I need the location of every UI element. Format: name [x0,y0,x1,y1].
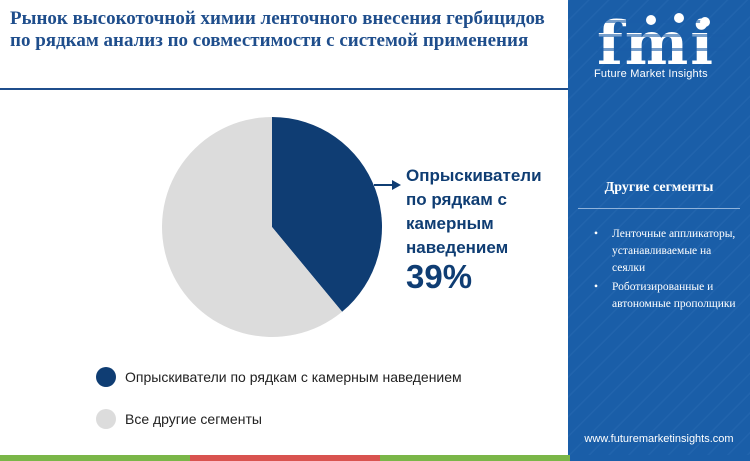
list-item: • Роботизированные и автономные прополщи… [592,279,742,313]
legend-item: Все другие сегменты [96,408,462,430]
website-link[interactable]: www.futuremarketinsights.com [584,433,734,445]
logo-tagline: Future Market Insights [594,68,708,80]
bar-segment-red [190,455,380,461]
bullet-icon: • [594,228,599,240]
pie-slice-primary [272,117,382,312]
list-item-text: Роботизированные и автономные прополщики [612,281,736,310]
legend-swatch-primary [96,367,116,387]
legend-label: Опрыскиватели по рядкам с камерным навед… [125,369,462,385]
list-item-text: Ленточные аппликаторы, устанавливаемые н… [612,228,736,274]
legend-item: Опрыскиватели по рядкам с камерным навед… [96,366,462,388]
sidebar-divider [578,208,740,209]
bullet-icon: • [594,281,599,293]
callout-label: Опрыскиватели по рядкам с камерным навед… [406,166,542,257]
fmi-logo: fmi [597,9,725,79]
sidebar-panel [568,0,750,461]
callout-arrow [374,180,401,190]
bar-segment-blue [570,455,750,461]
sidebar-list: • Ленточные аппликаторы, устанавливаемые… [592,226,742,315]
pie-slice-other [161,117,343,337]
chart-legend: Опрыскиватели по рядкам с камерным навед… [96,366,462,450]
bar-segment-green [0,455,190,461]
pie-slices [161,117,382,337]
sidebar-heading: Другие сегменты [604,180,714,195]
bar-segment-green-2 [380,455,570,461]
legend-label: Все другие сегменты [125,411,262,427]
legend-swatch-other [96,409,116,429]
callout-value: 39% [406,258,473,295]
list-item: • Ленточные аппликаторы, устанавливаемые… [592,226,742,277]
pie-chart [161,117,401,337]
bottom-color-bar [0,455,750,461]
title-divider [0,88,568,90]
panel-pattern [568,0,750,461]
page-title: Рынок высокоточной химии ленточного внес… [10,8,545,51]
